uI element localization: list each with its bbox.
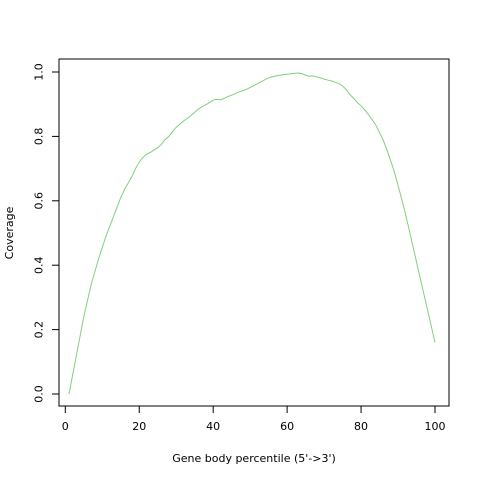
y-tick-label: 0.4 (33, 256, 46, 274)
y-tick-label: 0.8 (33, 128, 46, 146)
series-layer (68, 72, 436, 395)
y-tick-label: 1.0 (33, 63, 46, 81)
x-axis: 0 20 40 60 80 100 (62, 405, 446, 433)
y-tick-label: 0.6 (33, 192, 46, 210)
x-axis-title: Gene body percentile (5'->3') (172, 452, 336, 465)
x-tick-label: 100 (425, 420, 446, 433)
coverage-line (68, 72, 436, 395)
x-tick-label: 40 (206, 420, 220, 433)
y-tick-label: 0.0 (33, 385, 46, 403)
x-tick-label: 0 (62, 420, 69, 433)
x-tick-label: 60 (280, 420, 294, 433)
y-axis: 0.0 0.2 0.4 0.6 0.8 1.0 (33, 63, 60, 403)
plot-frame (58, 58, 450, 407)
x-tick-label: 20 (132, 420, 146, 433)
y-axis-title: Coverage (3, 206, 16, 259)
y-tick-label: 0.2 (33, 321, 46, 339)
x-tick-label: 80 (354, 420, 368, 433)
